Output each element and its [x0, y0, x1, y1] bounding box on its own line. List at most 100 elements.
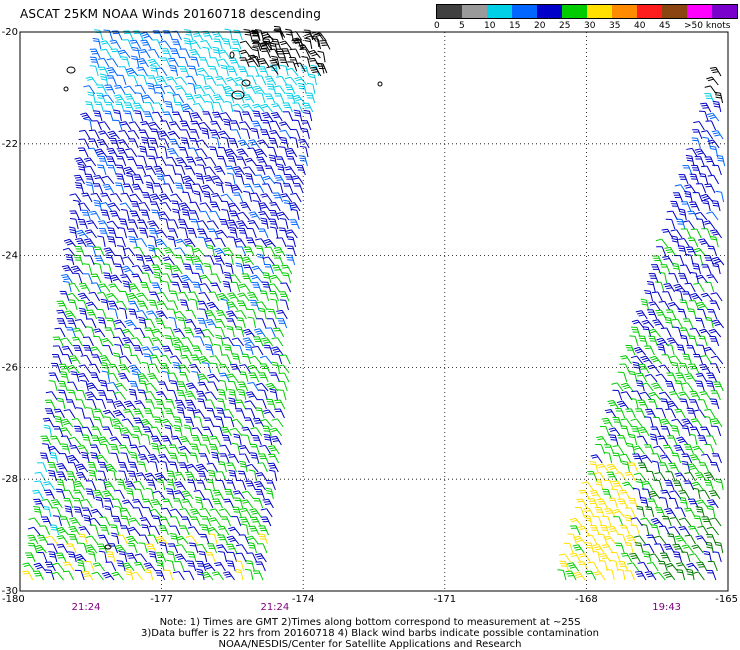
- wind-barb-icon: [122, 256, 135, 266]
- wind-barb-icon: [165, 398, 176, 410]
- wind-barb-icon: [652, 416, 663, 428]
- wind-barb-icon: [179, 202, 192, 212]
- wind-barb-icon: [319, 39, 331, 50]
- note-line-3: NOAA/NESDIS/Center for Satellite Applica…: [218, 639, 522, 650]
- wind-barb-icon: [112, 409, 126, 419]
- wind-barb-icon: [680, 264, 692, 275]
- wind-barb-icon: [594, 506, 605, 518]
- wind-barb-icon: [616, 533, 627, 545]
- wind-barb-icon: [42, 443, 52, 455]
- wind-barb-icon: [601, 543, 614, 554]
- wind-barb-icon: [169, 461, 179, 473]
- wind-barb-icon: [267, 453, 279, 464]
- wind-barb-icon: [637, 462, 649, 473]
- wind-barb-icon: [113, 400, 127, 410]
- wind-barb-icon: [205, 318, 218, 329]
- wind-barb-icon: [194, 263, 204, 275]
- wind-barb-icon: [150, 128, 160, 140]
- wind-barb-icon: [261, 112, 274, 122]
- wind-barb-icon: [587, 561, 599, 572]
- wind-barb-icon: [264, 93, 276, 104]
- wind-barb-icon: [675, 372, 687, 383]
- wind-barb-icon: [692, 445, 705, 455]
- wind-barb-icon: [68, 517, 81, 527]
- wind-barb-icon: [159, 460, 169, 473]
- wind-barb-icon: [250, 516, 262, 527]
- wind-barb-icon: [185, 399, 197, 410]
- wind-barb-icon: [133, 246, 145, 257]
- wind-barb-icon: [706, 569, 717, 581]
- wind-barb-icon: [658, 271, 668, 284]
- wind-barb-icon: [168, 219, 179, 230]
- wind-barb-icon: [124, 102, 135, 113]
- wind-barb-icon: [85, 101, 95, 113]
- wind-barb-icon: [236, 479, 247, 491]
- legend-colorbar: [436, 4, 738, 19]
- wind-barb-icon: [214, 318, 226, 329]
- wind-barb-icon: [244, 84, 257, 95]
- wind-barb-icon: [190, 56, 200, 68]
- wind-barb-icon: [693, 254, 704, 266]
- wind-barb-icon: [658, 364, 671, 374]
- wind-barb-icon: [713, 381, 724, 392]
- wind-barb-icon: [657, 435, 669, 446]
- wind-barb-icon: [317, 50, 326, 63]
- wind-barb-icon: [593, 571, 606, 581]
- wind-barb-icon: [194, 336, 205, 347]
- wind-barb-icon: [76, 559, 86, 572]
- wind-barb-icon: [193, 94, 206, 104]
- wind-barb-icon: [153, 102, 164, 113]
- wind-barb-icon: [204, 255, 215, 266]
- wind-barb-icon: [245, 408, 256, 419]
- wind-barb-icon: [246, 535, 259, 545]
- wind-barb-icon: [653, 445, 666, 455]
- wind-barb-icon: [149, 201, 161, 212]
- wind-barb-icon: [161, 48, 172, 59]
- wind-barb-icon: [268, 154, 278, 167]
- wind-barb-icon: [179, 66, 190, 77]
- wind-barb-icon: [657, 343, 666, 356]
- wind-barb-icon: [50, 435, 62, 446]
- wind-barb-icon: [134, 400, 147, 410]
- wind-barb-icon: [108, 469, 117, 482]
- wind-barb-icon: [301, 127, 310, 140]
- wind-barb-icon: [651, 291, 663, 302]
- wind-barb-icon: [81, 192, 93, 203]
- wind-barb-icon: [106, 220, 120, 230]
- wind-barb-icon: [691, 137, 701, 149]
- wind-barb-icon: [710, 355, 724, 365]
- wind-barb-icon: [271, 361, 280, 374]
- wind-barb-icon: [176, 390, 187, 401]
- wind-barb-icon: [711, 200, 721, 212]
- wind-barb-icon: [52, 353, 62, 365]
- wind-barb-icon: [144, 390, 157, 401]
- wind-barb-icon: [245, 560, 255, 572]
- wind-barb-icon: [63, 497, 74, 509]
- wind-barb-icon: [599, 552, 611, 563]
- legend-label: 35: [609, 21, 621, 31]
- wind-barb-icon: [235, 560, 245, 572]
- wind-barb-icon: [128, 75, 139, 86]
- wind-barb-icon: [107, 227, 117, 239]
- wind-barb-icon: [225, 262, 234, 275]
- wind-barb-icon: [121, 328, 135, 338]
- wind-barb-icon: [290, 129, 301, 140]
- wind-barb-icon: [98, 130, 111, 140]
- lon-tick-label: -171: [433, 594, 456, 605]
- wind-barb-icon: [54, 327, 66, 338]
- wind-barb-icon: [50, 499, 63, 509]
- wind-barb-icon: [161, 280, 171, 293]
- wind-barb-icon: [56, 543, 68, 554]
- wind-barb-icon: [162, 498, 173, 509]
- wind-barb-icon: [612, 452, 622, 464]
- wind-barb-icon: [691, 481, 704, 491]
- wind-barb-icon: [611, 480, 623, 491]
- wind-barb-icon: [230, 418, 244, 428]
- wind-barb-icon: [116, 560, 126, 572]
- wind-barb-icon: [145, 543, 157, 554]
- wind-barb-icon: [185, 382, 199, 392]
- wind-barb-icon: [137, 300, 149, 311]
- wind-barb-icon: [624, 507, 636, 518]
- wind-barb-icon: [234, 92, 245, 104]
- wind-barb-icon: [181, 281, 191, 293]
